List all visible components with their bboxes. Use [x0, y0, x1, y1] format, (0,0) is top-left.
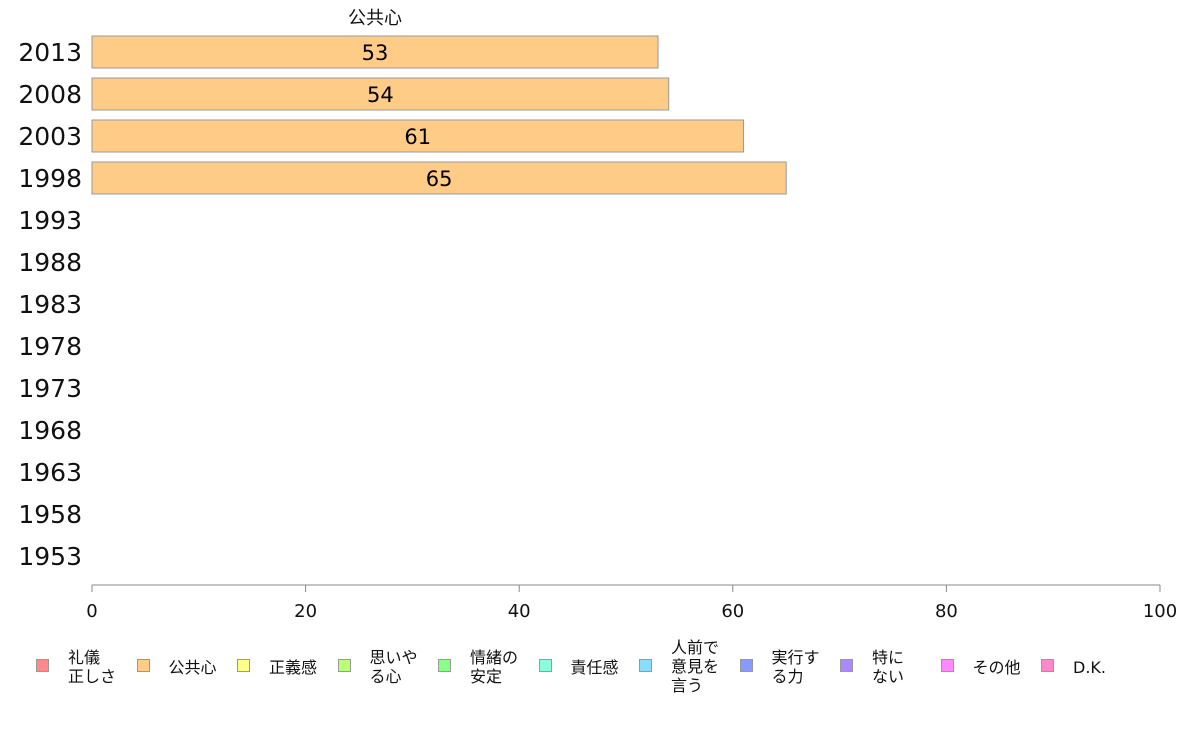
legend-item: 思いや る心 [337, 640, 418, 686]
legend-swatch [36, 659, 49, 672]
legend-label: 正義感 [269, 658, 318, 677]
y-tick-label: 1988 [18, 248, 82, 277]
bar [91, 77, 670, 111]
y-tick-label: 2008 [18, 80, 82, 109]
bar [91, 35, 659, 69]
legend-item: 公共心 [136, 640, 217, 677]
legend-swatch [538, 659, 552, 672]
y-tick-label: 2003 [18, 122, 82, 151]
y-tick-label: 1998 [18, 164, 82, 193]
x-tick-label: 0 [86, 601, 97, 620]
y-tick-label: 2013 [18, 38, 82, 67]
x-tick-label: 60 [721, 601, 744, 620]
bar-value-label: 61 [404, 125, 431, 149]
bar-value-label: 53 [362, 41, 389, 65]
legend-swatch [237, 659, 250, 672]
legend-label: 特に ない [872, 648, 905, 686]
y-tick-label: 1968 [18, 416, 82, 445]
legend-label: 情緒の 安定 [470, 648, 519, 686]
legend-label: その他 [972, 658, 1021, 677]
y-tick-label: 1958 [18, 500, 82, 529]
legend-item: 責任感 [538, 640, 619, 677]
legend-item: 正義感 [237, 640, 317, 677]
legend-label: 責任感 [570, 658, 619, 677]
legend-swatch [840, 659, 853, 672]
legend-label: 人前で 意見を 言う [671, 638, 720, 695]
y-tick-label: 1978 [18, 332, 82, 361]
x-tick-label: 20 [294, 601, 317, 620]
legend-item: 情緒の 安定 [438, 640, 518, 686]
bar [91, 119, 744, 153]
bar [91, 161, 787, 195]
legend-item: 実行す る力 [739, 640, 820, 686]
x-tick-label: 100 [1143, 601, 1177, 620]
legend-item: 礼儀 正しさ [36, 640, 116, 686]
legend-swatch [438, 659, 451, 672]
legend-label: 礼儀 正しさ [68, 648, 117, 686]
legend-item: 人前で 意見を 言う [639, 638, 720, 695]
legend-swatch [940, 659, 954, 672]
y-tick-label: 1963 [18, 458, 82, 487]
legend-swatch [739, 659, 753, 672]
legend-label: 思いや る心 [369, 648, 418, 686]
legend-swatch [639, 659, 652, 672]
legend-item: その他 [940, 640, 1021, 677]
legend-label: 公共心 [168, 658, 217, 677]
y-tick-label: 1983 [18, 290, 82, 319]
legend-swatch [1041, 659, 1054, 672]
bar-value-label: 65 [426, 167, 453, 191]
y-tick-label: 1953 [18, 542, 82, 571]
y-tick-label: 1993 [18, 206, 82, 235]
bar-value-label: 54 [367, 83, 394, 107]
legend-swatch [337, 659, 351, 672]
legend-item: D.K. [1041, 640, 1106, 677]
legend-item: 特に ない [840, 640, 904, 686]
legend-label: D.K. [1073, 658, 1106, 677]
legend-label: 実行す る力 [771, 648, 820, 686]
chart-title: 公共心 [348, 8, 402, 29]
legend-swatch [136, 659, 150, 672]
y-tick-label: 1973 [18, 374, 82, 403]
x-tick-label: 80 [935, 601, 958, 620]
x-tick-label: 40 [508, 601, 531, 620]
chart-legend: 礼儀 正しさ 公共心 正義感 思いや る心 情緒の 安定 責任感 人前で 意見を 言う 実行す る力 特にな… [36, 638, 1176, 720]
bar-chart: 公共心 2013 53 2008 54 2003 61 1998 65 1993 1988 1983 1… [18, 8, 1177, 620]
